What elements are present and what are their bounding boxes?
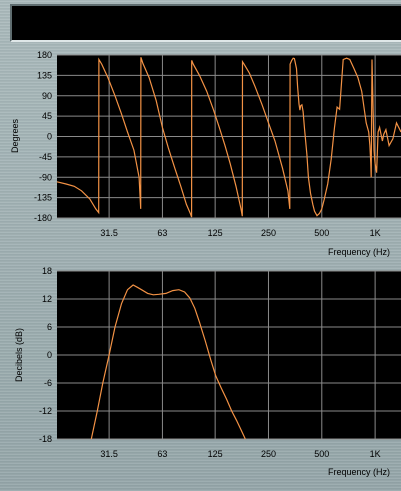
mag-ytick-label: -18 [39,434,52,444]
magnitude-trace [90,284,246,440]
mag-ytick-label: 0 [47,350,52,360]
phase-xlabel: Frequency (Hz) [328,247,390,257]
phase-ytick-label: 180 [37,50,52,60]
phase-ytick-label: 135 [37,70,52,80]
top-display-panel [10,4,401,42]
phase-xtick-label: 31.5 [100,228,118,238]
mag-xtick-label: 250 [261,449,276,459]
phase-xtick-label: 63 [157,228,167,238]
phase-xtick-label: 500 [314,228,329,238]
magnitude-tick-labels: 31.5 63 125 250 500 1K 18 12 6 0 -6 -12 -18 [39,266,381,459]
phase-ytick-label: 90 [42,91,52,101]
phase-tick-labels: 31.5 63 125 250 500 1K 180 135 90 45 0 -45 -90 -135 -1… [34,50,381,238]
mag-ytick-label: -12 [39,406,52,416]
mag-xtick-label: 31.5 [100,449,118,459]
mag-xtick-label: 63 [157,449,167,459]
mag-xtick-label: 125 [208,449,223,459]
mag-xtick-label: 1K [370,449,381,459]
phase-xtick-label: 125 [208,228,223,238]
mag-ytick-label: -6 [44,378,52,388]
phase-ytick-label: 45 [42,111,52,121]
phase-trace [56,57,401,218]
magnitude-ylabel: Decibels (dB) [14,328,24,382]
mag-ytick-label: 12 [42,294,52,304]
phase-ytick-label: -45 [39,152,52,162]
mag-ytick-label: 18 [42,266,52,276]
phase-ylabel: Degrees [10,118,20,153]
phase-ytick-label: -135 [34,193,52,203]
phase-xtick-label: 250 [261,228,276,238]
magnitude-chart: 31.5 63 125 250 500 1K 18 12 6 0 -6 -12 -18 Decibels… [14,266,401,477]
phase-ytick-label: -90 [39,172,52,182]
phase-grid [57,54,401,219]
magnitude-grid [57,270,401,440]
magnitude-xlabel: Frequency (Hz) [328,467,390,477]
mag-ytick-label: 6 [47,322,52,332]
mag-xtick-label: 500 [314,449,329,459]
phase-ytick-label: 0 [47,132,52,142]
phase-chart: 31.5 63 125 250 500 1K 180 135 90 45 0 -45 -90 -135 -1… [10,50,401,257]
phase-ytick-label: -180 [34,213,52,223]
phase-xtick-label: 1K [370,228,381,238]
